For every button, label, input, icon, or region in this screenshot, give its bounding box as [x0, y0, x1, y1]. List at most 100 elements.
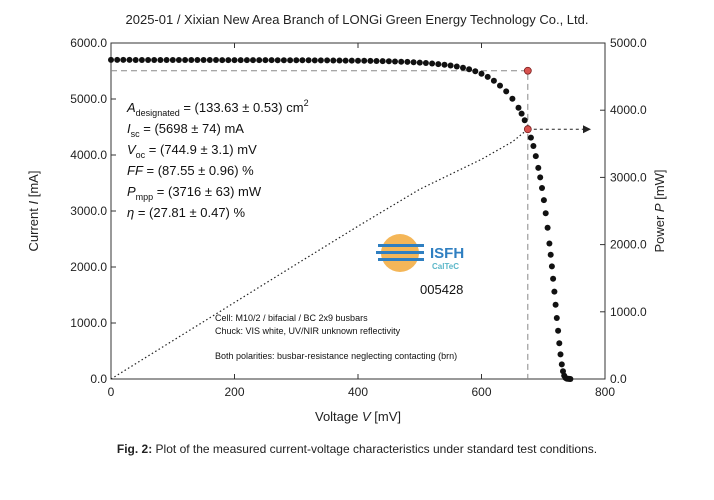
iv-data-point	[548, 263, 555, 270]
iv-data-point	[206, 57, 213, 63]
iv-data-point	[537, 174, 544, 181]
iv-data-point	[555, 327, 562, 334]
iv-data-point	[410, 59, 417, 66]
iv-data-point	[466, 66, 473, 73]
iv-data-point	[299, 57, 306, 64]
iv-data-point	[544, 224, 551, 231]
iv-data-point	[355, 57, 361, 64]
iv-data-point	[550, 275, 557, 282]
iv-data-point	[484, 73, 491, 80]
logo-stripe	[378, 244, 424, 247]
note-chuck: Chuck: VIS white, UV/NIR unknown reflect…	[215, 326, 401, 336]
iv-data-point	[404, 58, 411, 65]
y2-tick-label: 2000.0	[610, 238, 647, 252]
arrow-head-icon	[583, 125, 591, 134]
iv-data-point	[422, 60, 429, 66]
y-tick-label: 2000.0	[70, 260, 107, 274]
iv-data-point	[108, 56, 114, 63]
logo-sub: CalTeC	[432, 262, 459, 271]
iv-data-point	[546, 240, 553, 247]
iv-data-point	[151, 57, 158, 63]
iv-data-point	[447, 62, 454, 69]
iv-data-point	[330, 57, 337, 64]
iv-data-point	[553, 315, 560, 321]
iv-data-point	[317, 57, 324, 64]
iv-data-point	[530, 143, 537, 149]
y-tick-label: 0.0	[90, 372, 107, 386]
logo-stripe	[376, 251, 424, 254]
caption-text: Plot of the measured current-voltage cha…	[152, 442, 598, 456]
x-tick-label: 800	[595, 385, 615, 399]
result-line: Isc = (5698 ± 74) mA	[127, 121, 244, 139]
iv-data-point	[287, 57, 294, 64]
iv-data-point	[567, 376, 574, 382]
iv-data-point	[194, 57, 201, 63]
x-tick-label: 0	[108, 385, 115, 399]
iv-data-point	[535, 164, 542, 171]
iv-data-point	[392, 58, 398, 65]
y-tick-label: 3000.0	[70, 204, 107, 218]
iv-data-point	[225, 57, 232, 64]
y2-tick-label: 0.0	[610, 372, 627, 386]
x-tick-label: 600	[471, 385, 491, 399]
iv-data-point	[521, 117, 528, 124]
iv-data-point	[551, 288, 558, 295]
iv-data-point	[163, 57, 170, 63]
y2-tick-label: 5000.0	[610, 36, 647, 50]
y-tick-label: 4000.0	[70, 148, 107, 162]
axes: 0 200 400 600 8000.01000.02000.03000.04000.0…	[70, 36, 647, 399]
iv-data-point	[379, 58, 386, 65]
iv-data-point	[478, 70, 485, 77]
result-line: Voc = (744.9 ± 3.1) mV	[127, 142, 257, 160]
mpp-guide-line	[111, 70, 529, 379]
iv-data-point	[557, 351, 564, 358]
iv-data-point	[175, 57, 182, 63]
iv-data-point	[138, 57, 145, 63]
iv-data-point	[305, 57, 312, 64]
iv-data-point	[367, 57, 374, 64]
iv-data-point	[441, 61, 448, 68]
y2-tick-label: 4000.0	[610, 103, 647, 117]
x-axis-title: Voltage V [mV]	[315, 409, 401, 424]
power-curve	[110, 128, 529, 380]
iv-data-point	[515, 104, 522, 111]
result-line: Adesignated = (133.63 ± 0.53) cm2	[126, 98, 309, 118]
iv-data-point	[532, 153, 539, 160]
iv-data-point	[547, 251, 554, 258]
x-tick-label: 200	[224, 385, 244, 399]
iv-data-point	[540, 197, 547, 204]
iv-data-point	[435, 61, 442, 68]
y-tick-label: 5000.0	[70, 92, 107, 106]
iv-data-point	[453, 63, 460, 70]
iv-data-point	[324, 57, 331, 64]
y2-tick-label: 1000.0	[610, 305, 647, 319]
iv-data-point	[429, 60, 436, 67]
iv-data-point	[256, 57, 263, 64]
iv-data-point	[342, 57, 349, 64]
figure-caption: Fig. 2: Plot of the measured current-vol…	[0, 442, 714, 456]
y-axis-title: Current I [mA]	[26, 171, 41, 252]
mpp-current-marker	[523, 66, 532, 75]
results-annotations: Adesignated = (133.63 ± 0.53) cm2 Isc = (…	[126, 98, 309, 220]
iv-data-point	[527, 134, 534, 141]
iv-data-point	[503, 88, 510, 95]
iv-data-point	[416, 59, 423, 66]
iv-data-point	[385, 58, 392, 65]
sample-id: 005428	[420, 282, 463, 297]
iv-data-point	[200, 57, 207, 63]
iv-data-point	[490, 77, 497, 84]
iv-data-point	[219, 57, 226, 64]
y2-tick-label: 3000.0	[610, 170, 647, 184]
iv-data-point	[280, 57, 287, 64]
iv-data-point	[558, 361, 565, 368]
iv-data-point	[336, 57, 343, 64]
logo-stripe	[378, 258, 424, 261]
iv-data-point	[182, 57, 189, 63]
iv-data-point	[114, 56, 121, 63]
y-tick-label: 6000.0	[70, 36, 107, 50]
iv-data-point	[274, 57, 281, 64]
iv-data-point	[126, 56, 133, 63]
iv-data-point	[250, 57, 256, 64]
iv-data-point	[237, 57, 244, 64]
